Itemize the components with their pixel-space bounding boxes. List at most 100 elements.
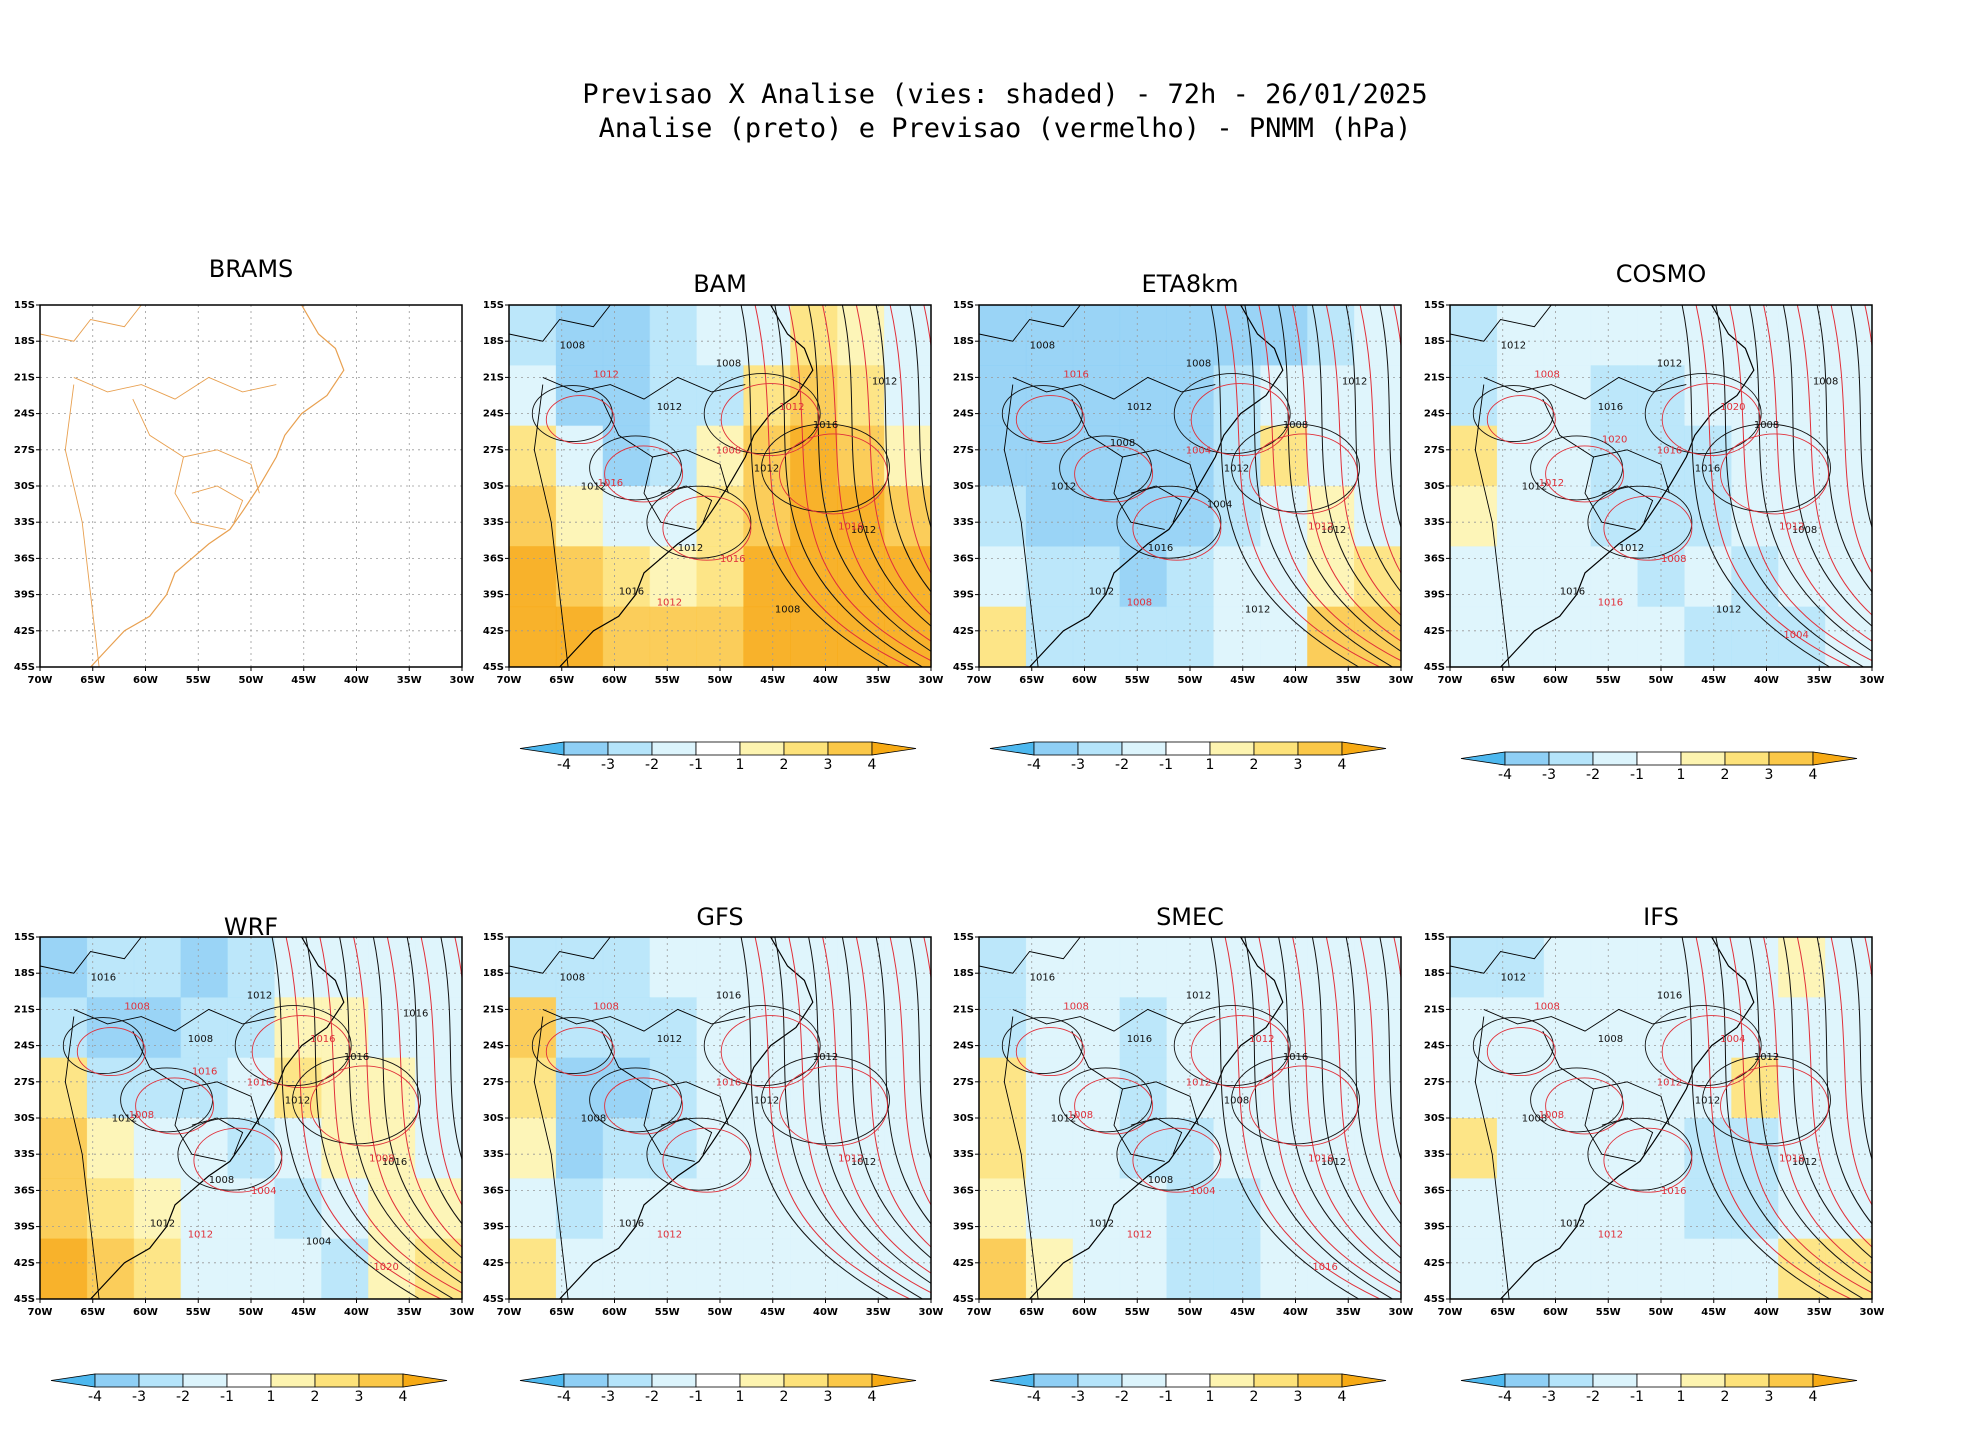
- bias-cell: [1025, 425, 1074, 487]
- lat-tick-label: 36S: [14, 1185, 35, 1196]
- bias-cell: [1119, 1238, 1168, 1299]
- bias-cell: [1072, 937, 1121, 998]
- colorbar-segment: [1253, 741, 1299, 756]
- bias-cell: [837, 1178, 885, 1240]
- colorbar-segment: [1680, 751, 1726, 766]
- lon-tick-label: 70W: [28, 675, 53, 686]
- analysis-isobar: [1173, 373, 1291, 455]
- bias-cell: [979, 486, 1027, 547]
- colorbar-segment: [1165, 1373, 1211, 1388]
- country-border: [1012, 376, 1216, 400]
- analysis-isobar: [1816, 305, 1872, 593]
- bias-cell: [1731, 425, 1779, 487]
- bias-cell: [1307, 546, 1355, 608]
- forecast-isobar: [604, 1077, 684, 1135]
- colorbar-label: -1: [689, 757, 703, 773]
- panel-wrf: WRF1016100810121016101210121016101210081…: [14, 913, 475, 1405]
- bias-cell: [1825, 937, 1872, 998]
- lon-tick-label: 50W: [708, 1307, 733, 1318]
- colorbar-label: 4: [1809, 767, 1818, 783]
- analysis-isobar: [1278, 937, 1401, 1284]
- lon-tick-label: 40W: [344, 675, 369, 686]
- contour-label-analysis: 1008: [1522, 1114, 1547, 1125]
- bias-cell: [602, 1057, 651, 1119]
- analysis-isobar: [1472, 385, 1554, 443]
- forecast-isobar: [1132, 1127, 1222, 1193]
- bias-cell: [602, 1118, 651, 1179]
- country-border: [1113, 456, 1165, 530]
- analysis-isobar: [808, 305, 931, 652]
- bias-cell: [1072, 1238, 1121, 1299]
- analysis-isobar: [1173, 1005, 1291, 1087]
- bias-cell: [979, 1118, 1027, 1179]
- lon-tick-label: 40W: [1283, 1307, 1308, 1318]
- lat-tick-label: 39S: [953, 1222, 974, 1233]
- bias-cell: [368, 1178, 416, 1240]
- analysis-isobar: [62, 1017, 144, 1075]
- lat-tick-label: 24S: [14, 409, 35, 420]
- bias-cell: [1684, 305, 1732, 366]
- lat-tick-label: 27S: [1424, 445, 1445, 456]
- bias-cell: [649, 1118, 698, 1179]
- lat-tick-label: 45S: [14, 662, 35, 673]
- bias-cell: [1543, 486, 1592, 547]
- map-area: 1012100810121012101210161012100810081012…: [1449, 936, 1873, 1300]
- map-area: 1016101610081012101210121016101210081008…: [978, 936, 1402, 1300]
- lat-tick-label: 33S: [483, 1149, 504, 1160]
- lat-tick-label: 24S: [14, 1041, 35, 1052]
- bias-cell: [1025, 1238, 1074, 1299]
- bias-cell: [180, 937, 229, 998]
- forecast-isobar: [1074, 445, 1154, 503]
- lat-tick-label: 24S: [483, 1041, 504, 1052]
- contour-label-analysis: 1012: [581, 482, 606, 493]
- lat-tick-label: 42S: [953, 1258, 974, 1269]
- lat-tick-label: 45S: [953, 662, 974, 673]
- bias-cell: [602, 365, 651, 427]
- colorbar-label: 4: [868, 1389, 877, 1405]
- country-border: [1071, 1030, 1199, 1126]
- contour-label-forecast: 1012: [1779, 521, 1804, 532]
- panel-bam: BAM1008101210121012101610081016101210121…: [483, 270, 944, 773]
- colorbar-segment: [138, 1373, 184, 1388]
- contour-label-analysis: 1008: [775, 605, 800, 616]
- country-border: [1003, 1016, 1039, 1299]
- contour-label-analysis: 1012: [285, 1096, 310, 1107]
- bias-cell: [1590, 365, 1639, 427]
- lon-tick-label: 35W: [1336, 1307, 1361, 1318]
- analysis-isobar: [774, 937, 923, 1299]
- bias-cell: [602, 305, 651, 366]
- contour-label-forecast: 1004: [1720, 1034, 1745, 1045]
- lat-tick-label: 39S: [1424, 1222, 1445, 1233]
- colorbar-label: 1: [1206, 1389, 1215, 1405]
- lon-tick-label: 45W: [291, 675, 316, 686]
- bias-cell: [1543, 1238, 1592, 1299]
- analysis-isobar: [1231, 1055, 1360, 1145]
- lon-tick-label: 30W: [919, 675, 944, 686]
- bias-cell: [1025, 1118, 1074, 1179]
- lat-tick-label: 18S: [14, 968, 35, 979]
- analysis-isobar: [703, 373, 821, 455]
- colorbar-extend-low: [989, 741, 1035, 756]
- lon-tick-label: 50W: [1178, 675, 1203, 686]
- analysis-isobar: [1644, 1005, 1762, 1087]
- forecast-isobar: [1190, 383, 1290, 457]
- bias-cell: [1166, 1238, 1214, 1299]
- analysis-isobar: [909, 937, 931, 1161]
- bias-cell: [321, 1057, 369, 1119]
- lon-tick-label: 60W: [133, 675, 158, 686]
- contour-label-forecast: 1004: [1783, 630, 1808, 641]
- bias-cell: [1590, 1118, 1639, 1179]
- bias-cell: [743, 1238, 791, 1299]
- bias-cell: [1496, 1238, 1545, 1299]
- bias-cell: [1119, 1178, 1168, 1240]
- colorbar: -4 -3 -2 -1 1 2 3 4: [989, 1373, 1387, 1405]
- contour-label-forecast: 1016: [720, 554, 745, 565]
- forecast-isobar: [319, 937, 462, 1294]
- colorbar-label: 1: [736, 1389, 745, 1405]
- bias-cell: [1778, 365, 1826, 427]
- contour-label-analysis: 1012: [1342, 377, 1367, 388]
- bias-cell: [1307, 937, 1355, 998]
- analysis-isobar: [271, 937, 421, 1299]
- contour-label-analysis: 1008: [560, 340, 585, 351]
- lon-tick-label: 30W: [919, 1307, 944, 1318]
